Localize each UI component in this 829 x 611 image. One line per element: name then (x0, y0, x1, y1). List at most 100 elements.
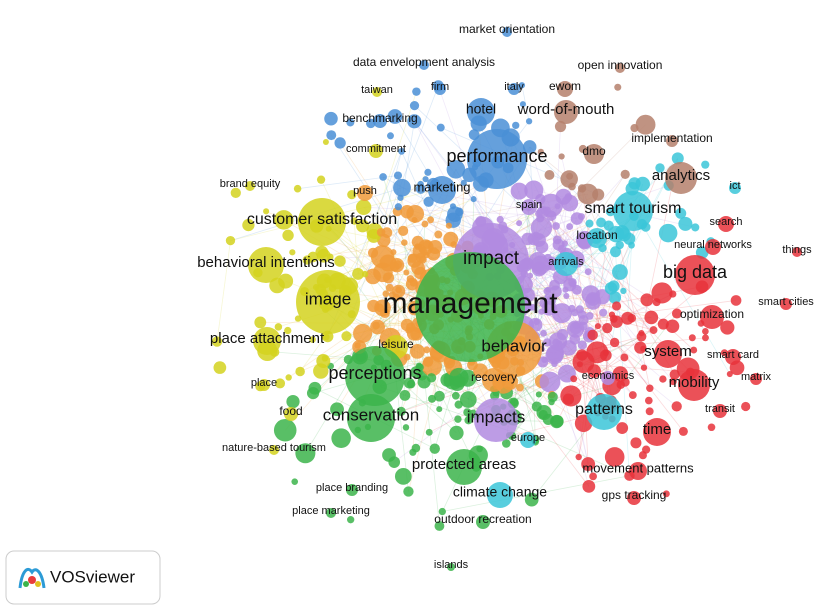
node-bubble (543, 206, 551, 215)
node-bubble (572, 321, 580, 330)
node-bubble (334, 137, 346, 149)
node-bubble (273, 418, 297, 442)
node-bubble (669, 290, 677, 298)
node-bubble (594, 323, 601, 330)
edge (551, 223, 590, 262)
node-bubble (551, 415, 564, 428)
node-label: gps tracking (602, 488, 667, 502)
node-bubble (635, 176, 650, 192)
node-label: optimization (680, 307, 744, 321)
node-bubble (568, 182, 576, 191)
node-bubble (613, 191, 653, 231)
logo-box (5, 550, 161, 605)
node-bubble (602, 323, 613, 334)
node-label: performance (446, 146, 547, 166)
node-label: ict (730, 180, 741, 192)
node-label: neural networks (674, 239, 752, 251)
node-label: smart card (707, 349, 759, 361)
node-label: big data (663, 262, 728, 282)
node-bubble (540, 329, 547, 337)
node-bubble (612, 366, 629, 382)
node-bubble (741, 401, 751, 412)
logo-icon (18, 567, 46, 589)
node-bubble (401, 239, 408, 246)
node-bubble (352, 268, 364, 280)
labels: market orientation data envelopment analy… (197, 22, 814, 571)
node-bubble (620, 169, 630, 179)
node-bubble (294, 315, 302, 322)
node-bubble (248, 247, 284, 283)
node-bubble (599, 308, 608, 317)
node-bubble (577, 340, 587, 350)
node-bubble (282, 229, 294, 242)
node-bubble (669, 369, 680, 380)
node-bubble (446, 449, 482, 485)
node-label: islands (434, 559, 469, 571)
node-bubble (640, 345, 647, 352)
node-bubble (525, 118, 533, 125)
node-bubble (407, 114, 422, 129)
node-bubble (372, 87, 382, 97)
node-label: impact (463, 248, 520, 269)
node-bubble (524, 492, 539, 507)
node-bubble (628, 241, 635, 249)
node-label: matrix (741, 371, 771, 383)
node-bubble (331, 428, 351, 448)
node-bubble (436, 406, 443, 413)
node-label: conservation (323, 405, 419, 424)
node-bubble (398, 147, 405, 155)
node-bubble (278, 273, 294, 289)
node-label: leisure (378, 337, 414, 351)
node-bubble (630, 124, 639, 133)
node-bubble (537, 148, 544, 155)
node-bubble (295, 443, 316, 464)
node-bubble (379, 173, 387, 181)
node-bubble (389, 257, 405, 273)
node-bubble (569, 333, 581, 345)
node-bubble (561, 194, 579, 212)
node-bubble (313, 363, 329, 379)
logo-text: VOSviewer (50, 567, 135, 586)
node-bubble (671, 308, 682, 319)
node-bubble (447, 206, 463, 223)
node-bubble (585, 292, 600, 306)
node-label: hotel (466, 101, 496, 117)
edge (418, 324, 440, 527)
node-label: outdoor recreation (434, 512, 531, 526)
node-label: behavioral intentions (197, 254, 335, 271)
node-bubble (725, 349, 741, 365)
node-bubble (263, 208, 270, 215)
node-bubble (296, 270, 360, 334)
node-bubble (589, 472, 597, 481)
node-bubble (688, 334, 696, 342)
node-label: market orientation (459, 22, 555, 36)
node-bubble (298, 198, 346, 246)
node-bubble (476, 445, 483, 453)
edge (557, 206, 577, 260)
node-bubble (308, 381, 322, 395)
node-bubble (394, 203, 403, 211)
node-bubble (393, 178, 411, 197)
node-bubble (476, 515, 490, 529)
node-bubble (508, 83, 520, 95)
node-bubble (620, 353, 629, 362)
node-bubble (644, 310, 659, 325)
node-bubble (487, 482, 513, 508)
node-bubble (382, 290, 390, 298)
node-label: dmo (582, 144, 606, 158)
node-bubble (604, 447, 625, 467)
node-label: ewom (549, 79, 581, 93)
node-bubble (609, 337, 620, 348)
node-bubble (286, 395, 300, 409)
logo[interactable]: VOSviewer (5, 550, 161, 605)
node-label: marketing (413, 179, 470, 194)
node-bubble (521, 199, 537, 215)
node-bubble (643, 418, 671, 446)
node-bubble (617, 227, 631, 242)
node-bubble (345, 346, 405, 406)
node-bubble (616, 380, 626, 389)
node-bubble (434, 521, 445, 531)
node-bubble (554, 203, 561, 210)
node-bubble (449, 425, 464, 441)
